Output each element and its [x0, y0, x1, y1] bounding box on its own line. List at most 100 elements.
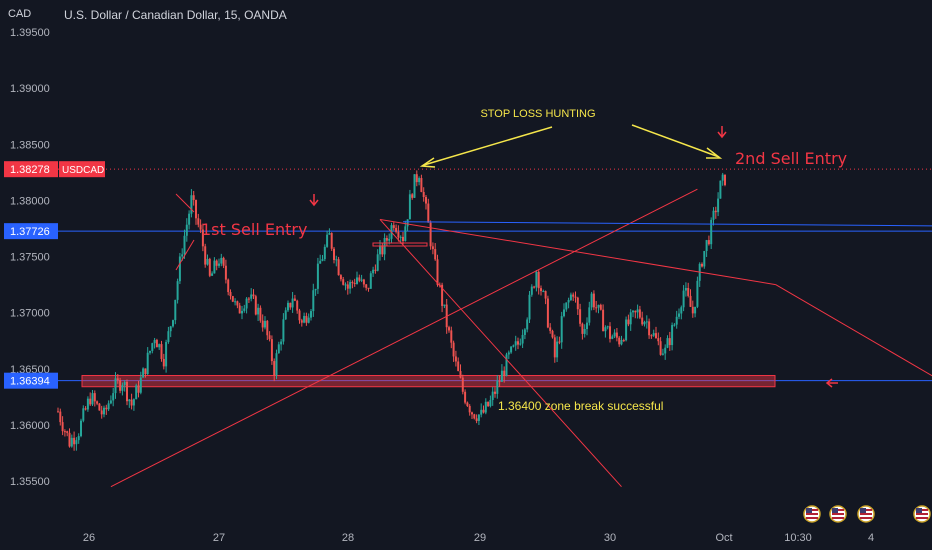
- candle-body: [482, 409, 485, 413]
- candle-body: [86, 398, 89, 410]
- support-zone: [81, 375, 776, 388]
- candle-body: [66, 431, 69, 433]
- flag-canton: [832, 508, 838, 513]
- candle-body: [696, 280, 699, 307]
- candle-body: [126, 381, 128, 402]
- candle-body: [563, 309, 565, 317]
- candle-body: [457, 361, 460, 372]
- candle-body: [579, 309, 582, 324]
- y-tick-label: 1.39500: [10, 27, 50, 39]
- candle-body: [487, 401, 490, 407]
- candle-body: [622, 340, 625, 342]
- price-badge: [4, 223, 58, 240]
- flag-canton: [860, 508, 866, 513]
- candle-body: [558, 341, 561, 343]
- candle-body: [546, 298, 549, 328]
- candle-body: [650, 335, 653, 337]
- flag-stripe: [916, 517, 928, 519]
- candle-body: [245, 298, 248, 309]
- arrow-stop-hunt-right: [631, 124, 720, 158]
- candle-body: [530, 286, 533, 295]
- candle-body: [139, 377, 142, 393]
- candle-body: [229, 292, 232, 297]
- candle-body: [213, 260, 216, 274]
- candle-body: [128, 399, 131, 402]
- candle-body: [349, 282, 352, 289]
- candle-body: [572, 294, 575, 297]
- candle-body: [567, 299, 570, 303]
- candle-body: [100, 410, 103, 415]
- candle-body: [611, 336, 614, 339]
- candle-body: [687, 287, 690, 296]
- candle-body: [254, 296, 257, 315]
- candle-body: [425, 196, 427, 204]
- candle-body: [388, 238, 391, 241]
- candle-body: [165, 342, 168, 367]
- arrowhead: [706, 147, 723, 159]
- candle-body: [480, 409, 483, 415]
- candle-body: [353, 282, 356, 284]
- candle-body: [68, 432, 71, 447]
- candle-body: [305, 315, 308, 323]
- candle-body: [89, 398, 92, 405]
- candle-body: [411, 194, 414, 198]
- candle-body: [691, 306, 694, 314]
- price-badge-label: 1.37726: [10, 226, 50, 238]
- candle-body: [576, 297, 579, 310]
- candle-body: [408, 194, 411, 220]
- price-badge-label: 1.38278: [10, 164, 50, 176]
- candle-body: [668, 338, 671, 346]
- candle-body: [710, 219, 713, 245]
- y-tick-label: 1.37000: [10, 308, 50, 320]
- candle-body: [657, 338, 660, 342]
- candle-body: [282, 319, 285, 342]
- candle-body: [523, 329, 526, 335]
- candle-body: [181, 254, 184, 257]
- candle-body: [119, 380, 122, 391]
- candle-body: [560, 316, 563, 343]
- sell-arrow-1-head: [309, 199, 319, 207]
- sell-arrow-2-head: [717, 131, 727, 139]
- candle-body: [303, 315, 306, 323]
- candle-body: [565, 302, 568, 310]
- candle-body: [392, 225, 395, 228]
- candle-body: [684, 287, 687, 291]
- event-flag-icon: [803, 505, 821, 523]
- candle-body: [172, 320, 174, 327]
- candle-body: [712, 210, 715, 220]
- candle-body: [496, 381, 499, 394]
- candle-body: [636, 309, 639, 313]
- candle-body: [356, 277, 358, 284]
- candle-body: [280, 341, 283, 345]
- candle-body: [358, 277, 361, 281]
- x-tick-label: 26: [83, 532, 95, 544]
- candle-body: [149, 350, 151, 353]
- candle-body: [82, 408, 85, 421]
- candle-body: [645, 321, 648, 323]
- price-badge: [4, 372, 58, 389]
- candle-body: [510, 346, 513, 353]
- candle-body: [553, 337, 556, 358]
- candle-body: [323, 246, 326, 260]
- candle-body: [277, 344, 280, 354]
- candle-body: [588, 307, 591, 323]
- x-tick-label: 30: [604, 532, 616, 544]
- candle-body: [420, 178, 423, 192]
- candle-body: [105, 407, 108, 410]
- candle-body: [521, 334, 524, 344]
- candle-body: [618, 337, 621, 345]
- trendline: [775, 284, 932, 377]
- candle-body: [707, 240, 710, 245]
- candle-body: [602, 309, 605, 332]
- candle-body: [459, 371, 462, 378]
- candle-body: [195, 200, 197, 219]
- candle-body: [330, 233, 333, 249]
- candle-body: [581, 323, 584, 334]
- candle-body: [103, 407, 105, 415]
- candle-body: [431, 246, 434, 250]
- candle-body: [592, 293, 595, 308]
- candle-body: [613, 332, 616, 337]
- candle-body: [418, 178, 421, 183]
- candle-body: [77, 436, 80, 441]
